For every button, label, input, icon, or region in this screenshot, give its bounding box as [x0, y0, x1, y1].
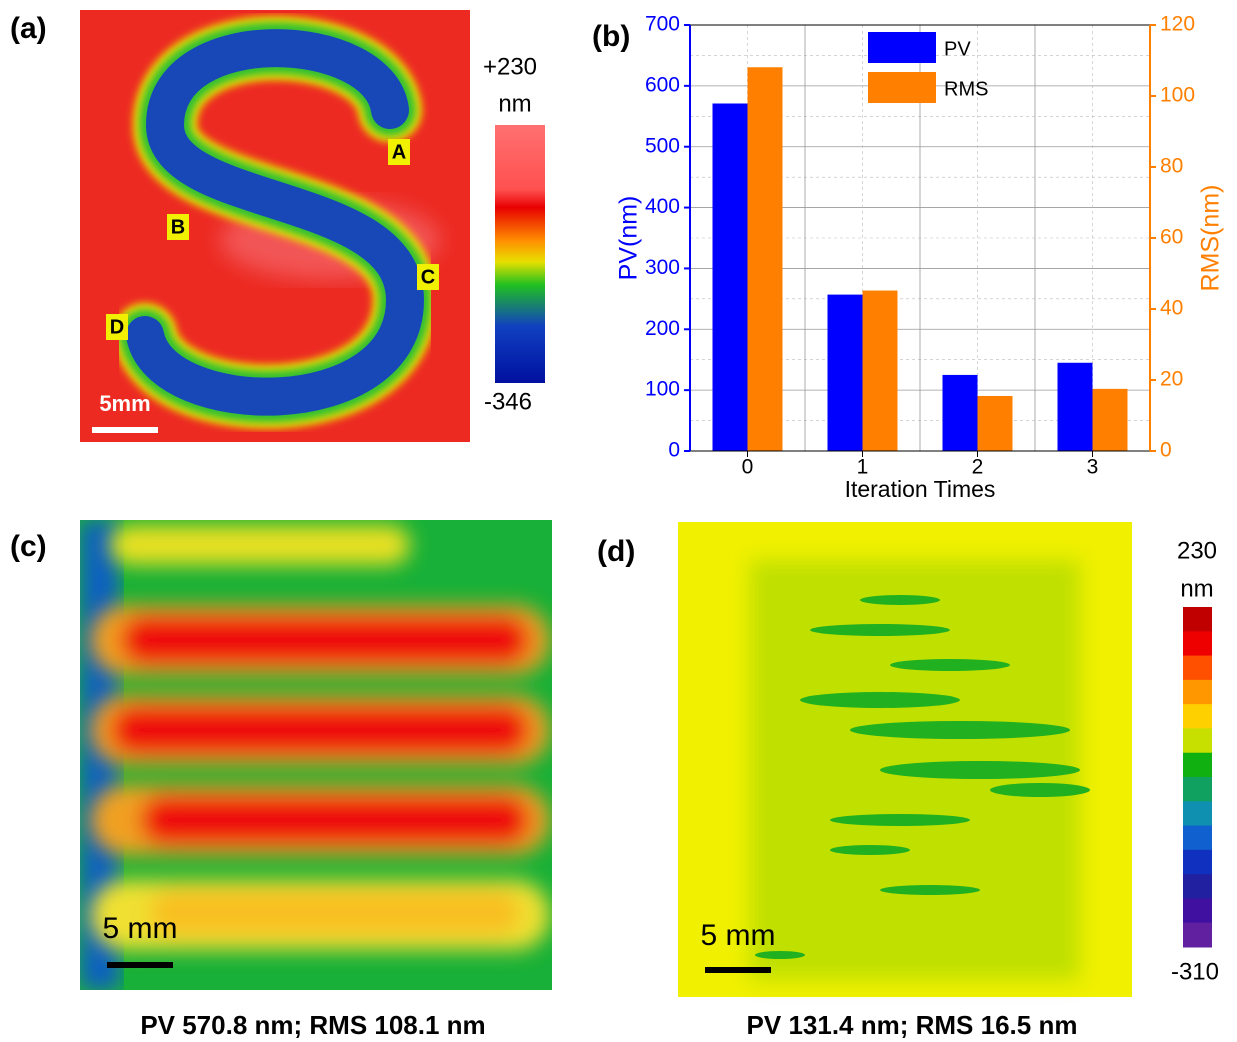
colorbar-max: 230: [1177, 537, 1217, 564]
colorbar-step: [1183, 631, 1212, 657]
panel-c-heatmap: [80, 520, 552, 990]
y2-tick-label: 60: [1160, 226, 1183, 249]
point-marker: [167, 214, 189, 240]
colorbar-step: [1183, 704, 1212, 729]
colorbar-step: [1183, 849, 1212, 875]
y2-tick-label: 80: [1160, 155, 1183, 178]
point-label: D: [110, 316, 124, 338]
colorbar-unit: nm: [498, 90, 531, 117]
y-tick-label: 300: [645, 256, 680, 279]
scale-bar: [92, 427, 158, 433]
y2-axis-title: RMS(nm): [1197, 185, 1225, 292]
point-label: B: [171, 216, 185, 238]
panel-label: (d): [597, 535, 635, 568]
point-marker: [106, 314, 128, 340]
y-tick-label: 600: [645, 73, 680, 96]
x-tick-label: 3: [1087, 456, 1099, 479]
colorbar-step: [1183, 801, 1212, 827]
bar: [1092, 388, 1128, 451]
x-tick-label: 2: [972, 456, 984, 479]
panel-b: 0 1 2 3 0 100 200 300 400 500 600 700 0 20 40 60 80 100 12…: [592, 13, 1225, 503]
panel-label: (a): [10, 12, 47, 45]
point-label: C: [421, 266, 435, 288]
y-tick-label: 700: [645, 13, 680, 36]
point-label: A: [392, 141, 406, 163]
bar: [1057, 362, 1093, 451]
colorbar-step: [1183, 728, 1212, 754]
point-marker: [388, 139, 410, 165]
y2-tick-label: 0: [1160, 439, 1172, 462]
bar: [942, 374, 978, 451]
y2-tick-label: 20: [1160, 368, 1183, 391]
colorbar-step: [1183, 607, 1212, 632]
legend-label: PV: [944, 38, 971, 60]
x-tick-label: 1: [857, 456, 869, 479]
scale-label: 5 mm: [103, 912, 178, 945]
y-tick-label: 200: [645, 317, 680, 340]
x-tick-label: 0: [742, 456, 754, 479]
scale-label: 5mm: [99, 391, 150, 416]
legend-swatch: [868, 72, 936, 103]
x-axis-title: Iteration Times: [845, 476, 996, 502]
colorbar-max: +230: [483, 53, 537, 80]
y-tick-label: 500: [645, 134, 680, 157]
y2-tick-label: 40: [1160, 297, 1183, 320]
colorbar: [495, 125, 545, 383]
bar: [712, 103, 748, 452]
panel-label: (b): [592, 20, 630, 53]
caption: PV 131.4 nm; RMS 16.5 nm: [747, 1010, 1078, 1040]
y-tick-label: 100: [645, 378, 680, 401]
y-tick-label: 0: [668, 439, 680, 462]
caption: PV 570.8 nm; RMS 108.1 nm: [140, 1010, 485, 1040]
colorbar-step: [1183, 752, 1212, 778]
colorbar-step: [1183, 777, 1212, 802]
bar: [747, 67, 783, 452]
panel-d-heatmap: [678, 522, 1212, 997]
bar: [862, 290, 898, 451]
colorbar-min: -346: [484, 388, 532, 415]
legend-swatch: [868, 32, 936, 63]
colorbar-step: [1183, 898, 1212, 924]
colorbar-step: [1183, 922, 1212, 948]
y-axis-title: PV(nm): [615, 196, 643, 281]
colorbar-step: [1183, 679, 1212, 705]
point-marker: [417, 264, 439, 290]
panel-a: [80, 10, 545, 442]
bar: [827, 294, 863, 451]
colorbar-step: [1183, 874, 1212, 899]
y2-tick-label: 100: [1160, 84, 1195, 107]
colorbar-unit: nm: [1180, 575, 1213, 602]
panel-label: (c): [10, 530, 47, 563]
scale-label: 5 mm: [701, 919, 776, 952]
legend-label: RMS: [944, 78, 988, 100]
y-tick-label: 400: [645, 195, 680, 218]
bar: [977, 395, 1013, 451]
colorbar-min: -310: [1171, 958, 1219, 985]
s-groove: [113, 16, 438, 429]
y2-tick-label: 120: [1160, 13, 1195, 36]
colorbar-step: [1183, 655, 1212, 681]
colorbar-step: [1183, 825, 1212, 851]
